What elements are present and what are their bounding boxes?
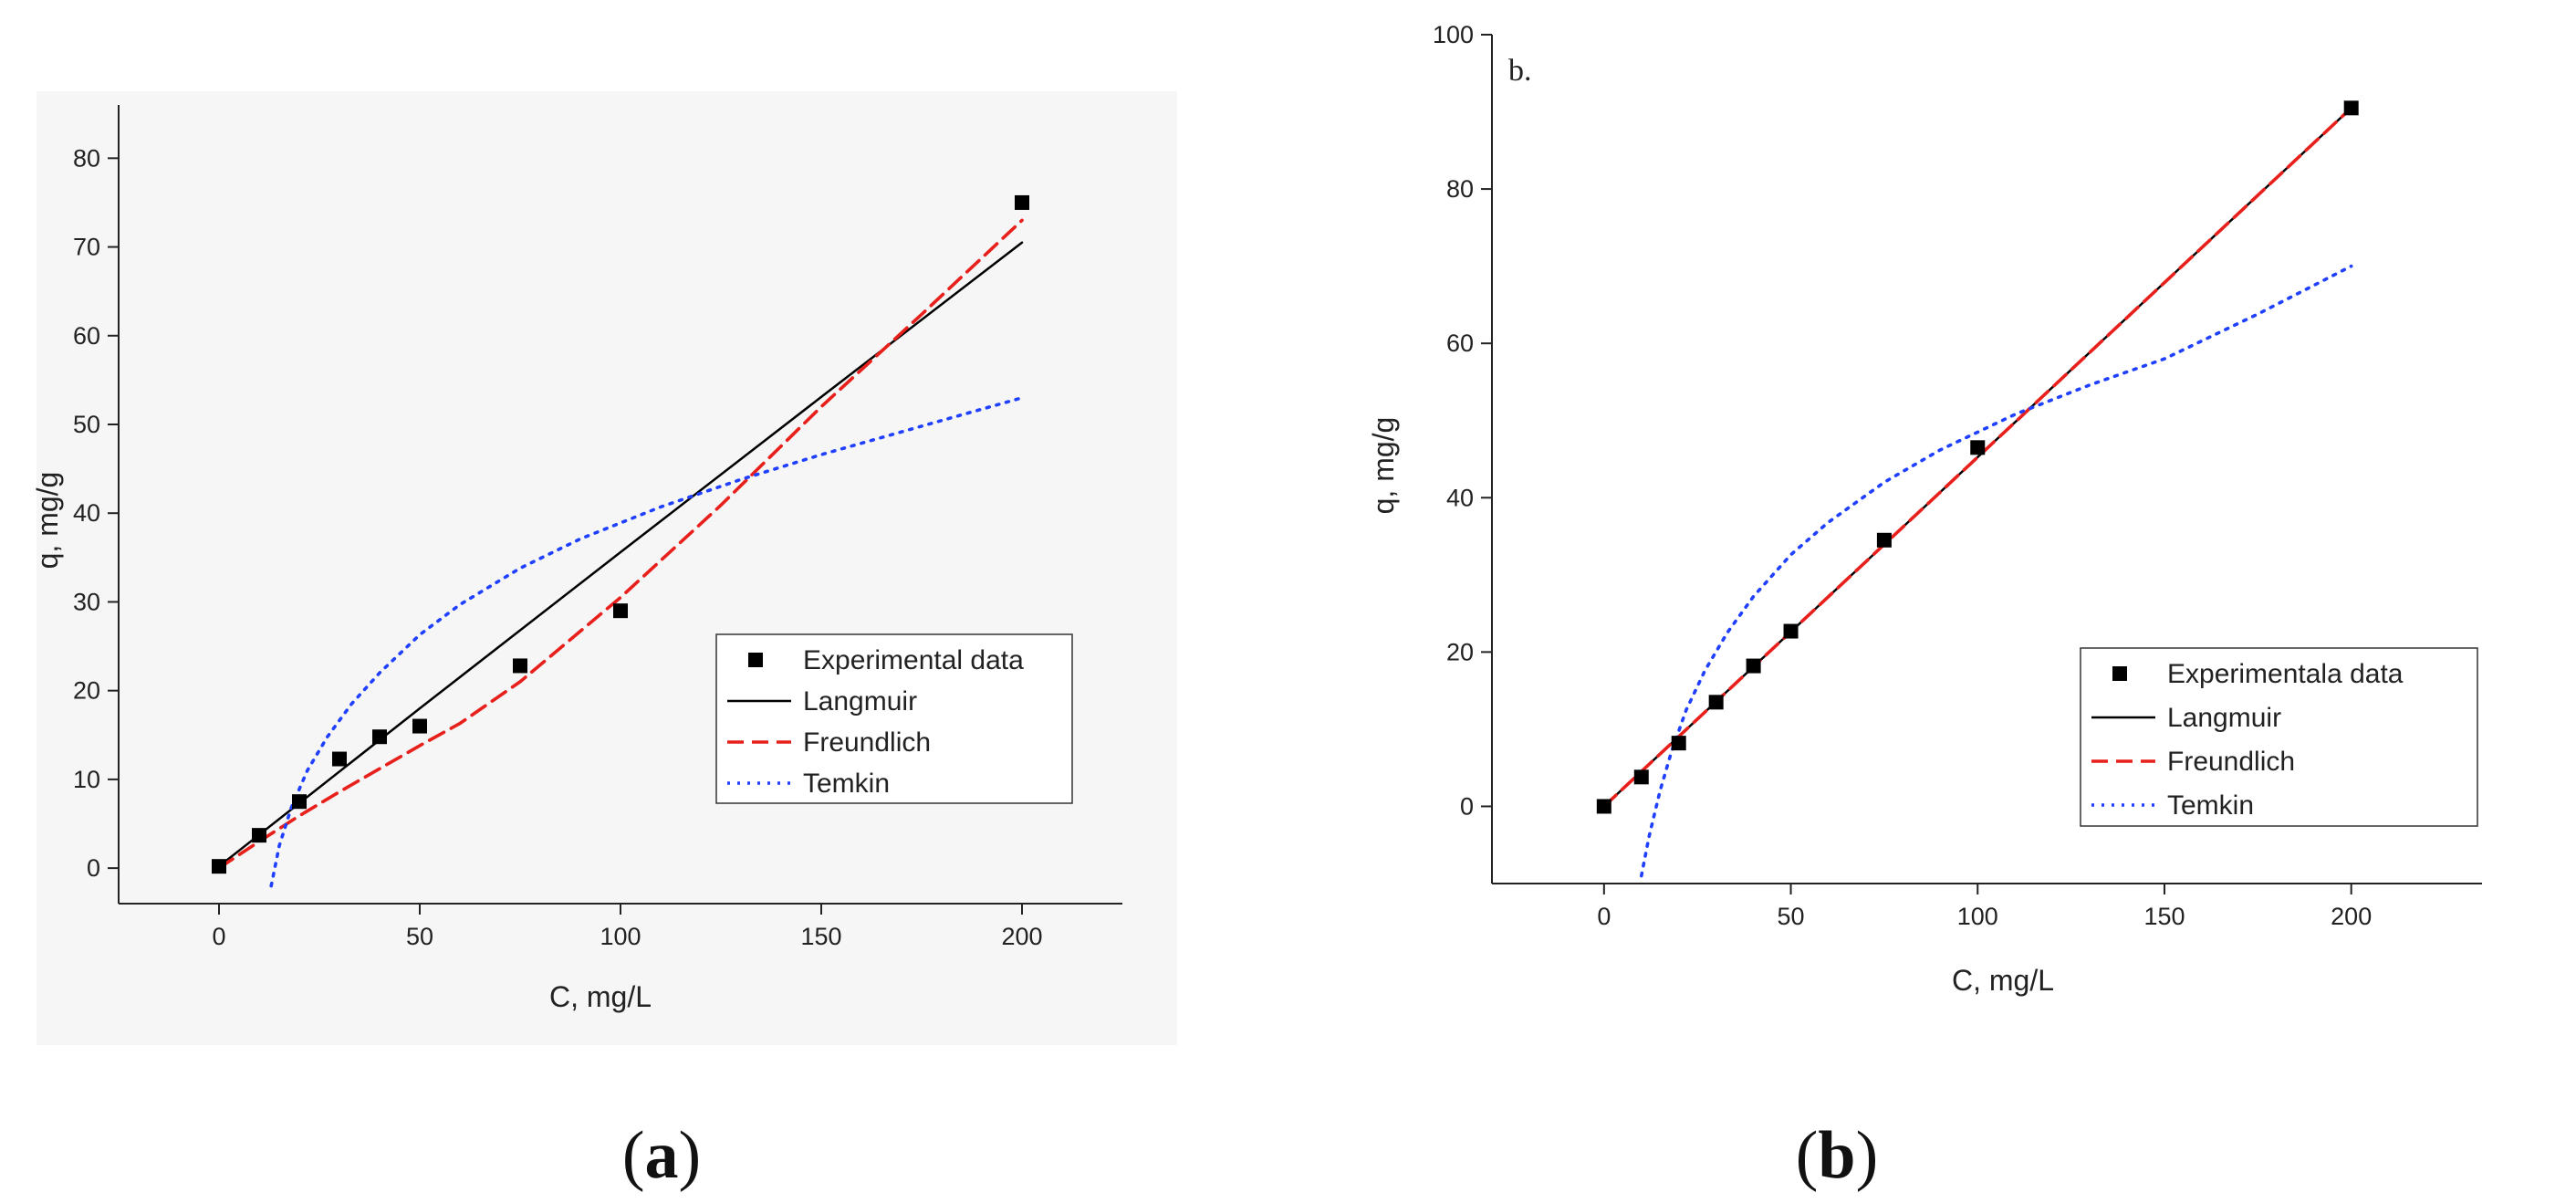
- panel-b-data-point: [1746, 658, 1761, 674]
- panel-b-legend-label-freundlich: Freundlich: [2167, 747, 2295, 777]
- panel-a-x-tick-label: 50: [406, 923, 433, 950]
- panel-a-data-point: [1015, 194, 1029, 210]
- panel-a-y-axis-title: q, mg/g: [31, 472, 64, 570]
- panel-b-legend-box: [2080, 647, 2478, 827]
- panel-b-x-tick-label: 0: [1597, 903, 1611, 930]
- panel-a-data-point: [372, 729, 387, 745]
- panel-b-data-point: [1876, 532, 1892, 548]
- panel-b-x-tick-label: 100: [1957, 903, 1998, 930]
- panel-b-y-tick-label: 40: [1446, 484, 1474, 511]
- panel-b-y-tick-label: 0: [1460, 792, 1474, 820]
- panel-a-y-tick-label: 40: [73, 499, 100, 527]
- panel-a-plot-area: 0 50 100 150 200 0 10 20 30 40 50 60 70 80 Experimenta…: [73, 105, 1122, 950]
- panel-b-plot-area: 0 50 100 150 200 0 20 40 60 80 100 Experimentala da…: [1433, 21, 2482, 930]
- panel-a-y-tick-label: 80: [73, 144, 100, 172]
- panel-b-y-tick-label: 20: [1446, 638, 1474, 665]
- panel-b-x-tick-label: 150: [2143, 903, 2185, 930]
- panel-a-data-point: [613, 603, 628, 619]
- caption-b: (b): [1796, 1118, 1878, 1193]
- panel-b-x-tick-label: 200: [2331, 903, 2372, 930]
- panel-a-data-point: [332, 751, 347, 767]
- panel-a-data-point: [412, 718, 427, 734]
- panel-b-data-point: [1671, 736, 1686, 751]
- panel-a-x-tick-label: 0: [212, 923, 225, 950]
- caption-a: (a): [622, 1118, 701, 1193]
- panel-b-tag: b.: [1508, 54, 1532, 88]
- panel-b-legend-label-langmuir: Langmuir: [2167, 703, 2281, 733]
- panel-b-y-tick-label: 80: [1446, 175, 1474, 203]
- panel-b-y-tick-label: 60: [1446, 330, 1474, 357]
- panel-a-legend-marker: [748, 653, 763, 667]
- panel-b-data-point: [1633, 769, 1649, 785]
- panel-b-chart: 0 50 100 150 200 0 20 40 60 80 100 Experimentala da…: [1367, 21, 2482, 997]
- panel-b-series-freundlich: [1602, 106, 2353, 809]
- panel-a-data-point: [513, 658, 527, 674]
- panel-b-data-point: [1596, 799, 1611, 814]
- panel-b-legend-label-experimentala-data: Experimentala data: [2167, 659, 2404, 689]
- panel-a-series-freundlich: [217, 218, 1024, 870]
- panel-b-y-axis-title: q, mg/g: [1367, 417, 1400, 515]
- panel-a-x-axis-title: C, mg/L: [549, 980, 652, 1013]
- panel-a-x-tick-label: 100: [600, 923, 641, 950]
- panel-a-y-tick-label: 0: [87, 854, 100, 882]
- panel-a-legend-label-experimental-data: Experimental data: [803, 645, 1024, 675]
- panel-b-data-point: [1783, 623, 1799, 639]
- panel-b-legend: Experimentala data Langmuir Freundlich Temk…: [2080, 647, 2478, 827]
- panel-a-y-tick-label: 10: [73, 766, 100, 793]
- panel-a-data-point: [252, 828, 266, 843]
- panel-a-data-point: [212, 859, 226, 874]
- panel-a-x-tick-label: 200: [1001, 923, 1042, 950]
- panel-a-series-temkin: [269, 396, 1024, 888]
- panel-a-x-tick-label: 150: [800, 923, 841, 950]
- panel-a-chart: 0 50 100 150 200 0 10 20 30 40 50 60 70 80 Experimenta…: [31, 91, 1177, 1045]
- panel-b-data-point: [1708, 695, 1724, 710]
- panel-b-y-tick-label: 100: [1433, 21, 1474, 48]
- panel-a-y-tick-label: 60: [73, 322, 100, 350]
- panel-b-legend-marker: [2112, 666, 2127, 681]
- panel-a-data-point: [292, 794, 307, 810]
- panel-a-background: [37, 91, 1177, 1045]
- panel-a-legend-label-temkin: Temkin: [803, 769, 890, 799]
- panel-b-legend-label-temkin: Temkin: [2167, 790, 2254, 821]
- panel-a-legend-label-freundlich: Freundlich: [803, 727, 931, 758]
- panel-b-x-axis-title: C, mg/L: [1952, 964, 2054, 997]
- panel-b-series-temkin: [1640, 264, 2353, 878]
- panel-a-legend-box: [715, 633, 1073, 804]
- panel-a-y-tick-label: 30: [73, 588, 100, 615]
- panel-a-y-tick-label: 70: [73, 234, 100, 261]
- panel-a-y-tick-label: 20: [73, 677, 100, 705]
- panel-a-legend-label-langmuir: Langmuir: [803, 686, 917, 717]
- panel-b-data-point: [1970, 440, 1986, 455]
- panel-a-y-tick-label: 50: [73, 411, 100, 438]
- panel-a-legend: Experimental data Langmuir Freundlich Temki…: [715, 633, 1073, 804]
- panel-b-data-point: [2343, 100, 2359, 116]
- panel-b-x-tick-label: 50: [1778, 903, 1805, 930]
